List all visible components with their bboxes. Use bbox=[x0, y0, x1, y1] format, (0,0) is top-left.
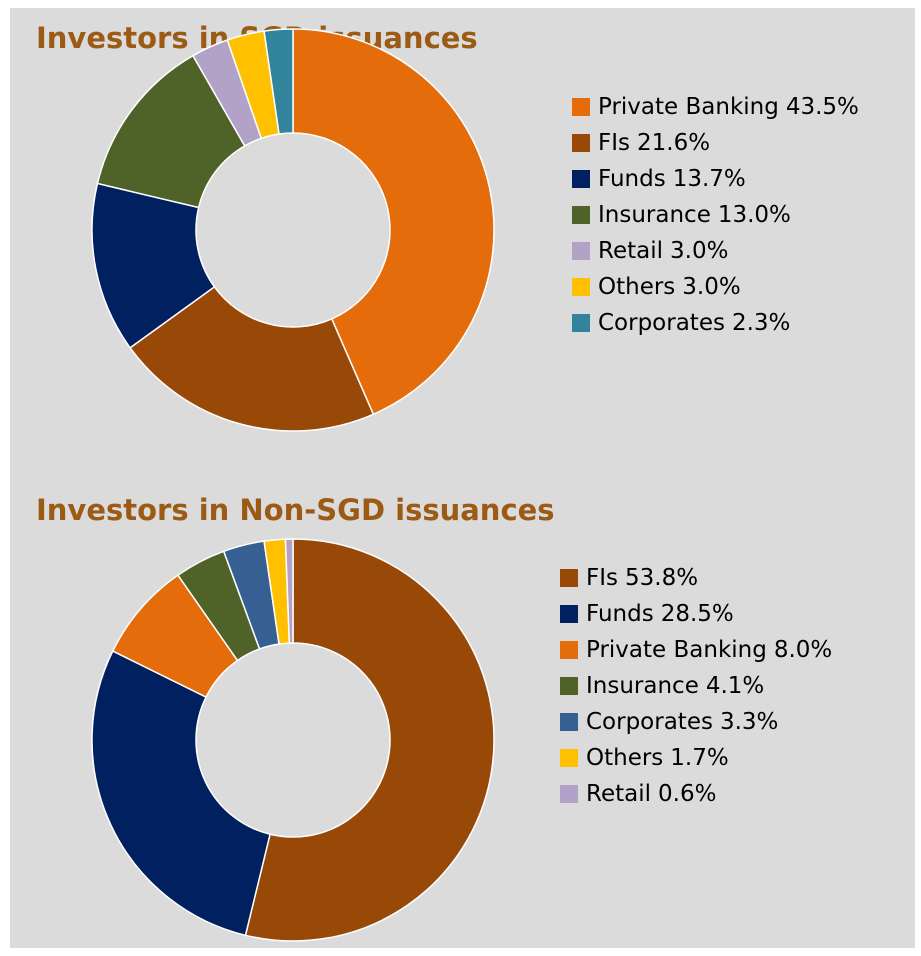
legend-name: FIs bbox=[598, 130, 630, 156]
legend-entry: Retail 0.6% bbox=[586, 781, 716, 807]
legend-value: 8.0% bbox=[774, 637, 832, 663]
legend-name: Others bbox=[598, 274, 675, 300]
legend-value: 2.3% bbox=[732, 310, 790, 336]
legend-value: 53.8% bbox=[625, 565, 698, 591]
legend-name: Corporates bbox=[586, 709, 713, 735]
legend-swatch bbox=[572, 206, 590, 224]
legend-entry: Corporates 2.3% bbox=[598, 310, 790, 336]
legend-value: 21.6% bbox=[637, 130, 710, 156]
legend-value: 3.0% bbox=[670, 238, 728, 264]
legend-entry: Corporates 3.3% bbox=[586, 709, 778, 735]
legend-name: Corporates bbox=[598, 310, 725, 336]
legend-value: 1.7% bbox=[670, 745, 728, 771]
legend-entry: Funds 28.5% bbox=[586, 601, 734, 627]
legend-name: Insurance bbox=[598, 202, 711, 228]
legend-value: 28.5% bbox=[661, 601, 734, 627]
legend-swatch bbox=[560, 569, 578, 587]
legend-swatch bbox=[572, 314, 590, 332]
legend-swatch bbox=[560, 605, 578, 623]
legend-name: Funds bbox=[586, 601, 654, 627]
legend-entry: Private Banking 43.5% bbox=[598, 94, 859, 120]
legend-name: Private Banking bbox=[586, 637, 767, 663]
legend-swatch bbox=[572, 98, 590, 116]
legend-entry: Insurance 13.0% bbox=[598, 202, 791, 228]
legend-value: 0.6% bbox=[658, 781, 716, 807]
donut-slice bbox=[292, 28, 495, 416]
legend-swatch bbox=[572, 242, 590, 260]
legend-name: FIs bbox=[586, 565, 618, 591]
legend-value: 43.5% bbox=[786, 94, 859, 120]
legend-entry: FIs 21.6% bbox=[598, 130, 710, 156]
legend-entry: Funds 13.7% bbox=[598, 166, 746, 192]
legend-name: Insurance bbox=[586, 673, 699, 699]
legend-entry: Others 3.0% bbox=[598, 274, 741, 300]
donut-slice bbox=[284, 538, 294, 644]
legend-name: Funds bbox=[598, 166, 666, 192]
legend-entry: Private Banking 8.0% bbox=[586, 637, 832, 663]
legend-value: 13.7% bbox=[673, 166, 746, 192]
legend-value: 13.0% bbox=[718, 202, 791, 228]
legend-swatch bbox=[560, 785, 578, 803]
legend-name: Retail bbox=[586, 781, 651, 807]
legend-swatch bbox=[572, 278, 590, 296]
legend-swatch bbox=[560, 677, 578, 695]
donut-slice bbox=[263, 28, 294, 135]
legend-value: 3.3% bbox=[720, 709, 778, 735]
legend-entry: Others 1.7% bbox=[586, 745, 729, 771]
legend-swatch bbox=[572, 134, 590, 152]
legend-entry: Retail 3.0% bbox=[598, 238, 728, 264]
legend-value: 3.0% bbox=[682, 274, 740, 300]
donut-slice bbox=[129, 285, 375, 432]
legend-swatch bbox=[560, 713, 578, 731]
legend-value: 4.1% bbox=[706, 673, 764, 699]
donut-slice bbox=[244, 538, 495, 942]
legend-name: Retail bbox=[598, 238, 663, 264]
legend-entry: FIs 53.8% bbox=[586, 565, 698, 591]
legend-name: Private Banking bbox=[598, 94, 779, 120]
legend-swatch bbox=[572, 170, 590, 188]
legend-swatch bbox=[560, 749, 578, 767]
legend-name: Others bbox=[586, 745, 663, 771]
chart-title: Investors in Non-SGD issuances bbox=[36, 493, 555, 527]
donut-slice bbox=[91, 650, 271, 937]
legend-entry: Insurance 4.1% bbox=[586, 673, 764, 699]
legend-swatch bbox=[560, 641, 578, 659]
